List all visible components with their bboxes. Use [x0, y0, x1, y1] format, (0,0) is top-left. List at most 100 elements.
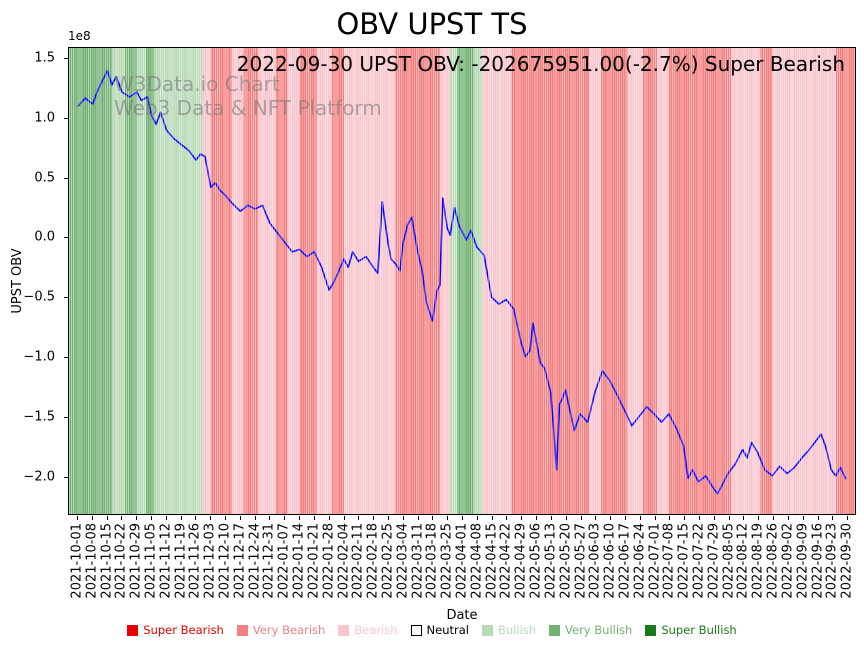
x-tick-label: 2022-04-15: [484, 523, 500, 599]
x-tick-label: 2022-05-06: [528, 523, 544, 599]
sentiment-band: [258, 48, 276, 514]
y-axis-tick-marks: [64, 47, 68, 515]
sentiment-band: [125, 48, 137, 514]
x-tick-mark: [328, 516, 330, 520]
x-tick-label: 2022-02-25: [380, 523, 396, 599]
legend-swatch-super_bullish: [645, 624, 657, 636]
sentiment-band: [835, 48, 855, 514]
sentiment-band: [201, 48, 211, 514]
x-tick-mark: [269, 516, 271, 520]
x-tick-label: 2022-04-29: [513, 523, 529, 599]
x-tick-mark: [165, 516, 167, 520]
y-tick-label: 1.0: [34, 110, 55, 126]
x-tick-label: 2022-02-11: [350, 523, 366, 599]
x-tick-label: 2022-04-08: [469, 523, 485, 599]
sentiment-band: [589, 48, 601, 514]
y-tick-mark: [64, 57, 68, 59]
x-tick-mark: [595, 516, 597, 520]
x-tick-mark: [728, 516, 730, 520]
x-axis-tick-labels: 2021-10-01 2021-10-08 2021-10-15 2021-10-22…: [68, 516, 856, 616]
x-tick-mark: [299, 516, 301, 520]
x-tick-mark: [565, 516, 567, 520]
sentiment-band: [111, 48, 126, 514]
x-tick-label: 2021-10-08: [84, 523, 100, 599]
x-tick-label: 2022-09-23: [824, 523, 840, 599]
x-axis-label: Date: [446, 608, 478, 623]
sentiment-band: [136, 48, 146, 514]
sentiment-band: [343, 48, 396, 514]
legend-label: Bearish: [354, 623, 398, 637]
legend-swatch-super_bearish: [127, 624, 139, 636]
x-tick-label: 2022-03-18: [424, 523, 440, 599]
x-tick-mark: [669, 516, 671, 520]
y-tick-label: −1.0: [23, 349, 55, 365]
x-tick-mark: [313, 516, 315, 520]
x-tick-label: 2022-03-04: [395, 523, 411, 599]
legend-swatch-neutral: [410, 624, 422, 636]
x-tick-label: 2022-03-11: [410, 523, 426, 599]
y-tick-mark: [64, 357, 68, 358]
x-tick-mark: [758, 516, 760, 520]
x-tick-label: 2022-09-30: [839, 523, 855, 599]
x-tick-label: 2022-09-16: [810, 523, 825, 599]
x-tick-label: 2021-12-24: [247, 523, 263, 599]
legend-label: Bullish: [497, 623, 537, 637]
x-tick-mark: [847, 516, 849, 520]
x-tick-mark: [180, 516, 182, 520]
legend-item-very_bearish: Very Bearish: [236, 623, 326, 637]
sentiment-band: [657, 48, 669, 514]
legend-item-very_bullish: Very Bullish: [549, 623, 632, 637]
legend-label: Super Bearish: [143, 623, 224, 637]
x-tick-label: 2021-12-03: [202, 523, 218, 599]
sentiment-band: [275, 48, 288, 514]
x-tick-mark: [121, 516, 123, 520]
y-tick-mark: [64, 177, 68, 179]
y-axis-tick-labels: 1.5 1.0 0.5 0.0 −0.5 −1.0 −1.5 −2.0: [0, 47, 62, 515]
x-tick-label: 2022-06-17: [617, 523, 633, 599]
x-tick-label: 2022-05-27: [573, 523, 588, 599]
x-tick-mark: [106, 516, 108, 520]
x-tick-mark: [699, 516, 700, 520]
y-tick-mark: [64, 237, 68, 239]
y-tick-mark: [64, 117, 68, 119]
x-tick-mark: [462, 516, 463, 520]
x-tick-mark: [225, 516, 226, 520]
x-tick-mark: [832, 516, 834, 520]
x-tick-label: 2021-12-10: [217, 523, 233, 599]
x-tick-mark: [624, 516, 626, 520]
x-tick-mark: [343, 516, 345, 520]
y-tick-label: −0.5: [23, 289, 55, 305]
legend-item-bullish: Bullish: [481, 623, 537, 637]
x-tick-label: 2021-10-01: [69, 523, 85, 599]
y-tick-mark: [64, 297, 68, 299]
x-tick-label: 2022-08-12: [735, 523, 751, 599]
sentiment-band: [450, 48, 458, 514]
x-tick-label: 2022-05-20: [558, 523, 574, 599]
x-tick-label: 2022-08-05: [721, 523, 737, 599]
x-tick-mark: [817, 516, 819, 520]
sentiment-band: [772, 48, 836, 514]
x-tick-mark: [402, 516, 404, 520]
x-tick-label: 2022-06-24: [632, 523, 648, 599]
legend-item-neutral: Neutral: [410, 623, 469, 637]
legend-label: Super Bullish: [661, 623, 737, 637]
x-tick-label: 2021-10-22: [113, 523, 129, 599]
x-tick-mark: [536, 516, 538, 520]
legend-swatch-bullish: [481, 624, 493, 636]
legend-label: Very Bearish: [252, 623, 326, 637]
x-tick-mark: [136, 516, 138, 520]
x-tick-mark: [417, 516, 419, 520]
sentiment-band: [331, 48, 344, 514]
x-tick-mark: [491, 516, 493, 520]
sentiment-band: [287, 48, 300, 514]
x-tick-label: 2022-02-04: [336, 523, 351, 599]
x-tick-label: 2021-10-15: [99, 523, 114, 599]
legend-item-super_bullish: Super Bullish: [645, 623, 737, 637]
sentiment-band: [760, 48, 773, 514]
x-tick-mark: [654, 516, 656, 520]
x-tick-mark: [387, 516, 389, 520]
sentiment-band: [600, 48, 628, 514]
x-tick-label: 2022-01-07: [276, 523, 292, 599]
legend-swatch-very_bearish: [236, 624, 248, 636]
